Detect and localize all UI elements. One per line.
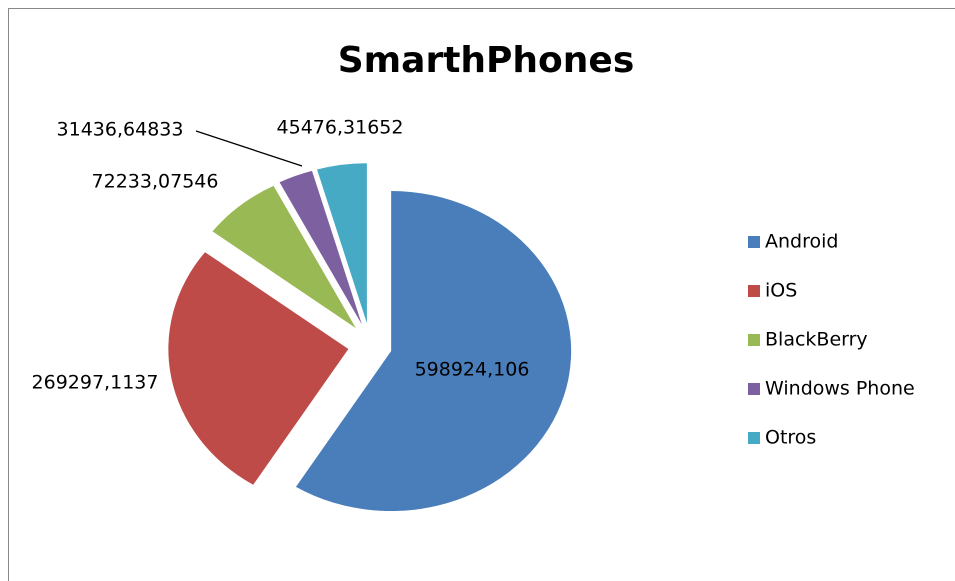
legend-swatch <box>748 236 760 248</box>
data-label: 31436,64833 <box>57 119 184 141</box>
data-label: 269297,1137 <box>32 372 159 394</box>
pie-slice <box>279 170 362 325</box>
pie-slice <box>317 163 367 324</box>
legend-swatch <box>748 432 760 444</box>
legend-label: Otros <box>765 427 816 449</box>
pie-slice <box>168 252 349 485</box>
legend-label: Android <box>765 231 838 253</box>
legend-swatch <box>748 383 760 395</box>
leader-line <box>195 130 303 167</box>
legend-label: BlackBerry <box>765 329 868 351</box>
pie-slice <box>295 191 572 512</box>
legend-swatch <box>748 285 760 297</box>
data-label: 72233,07546 <box>92 171 219 193</box>
data-label: 45476,31652 <box>277 117 404 139</box>
data-label: 598924,106 <box>415 359 530 381</box>
legend-swatch <box>748 334 760 346</box>
pie-slice <box>212 185 356 329</box>
legend-label: Windows Phone <box>765 378 915 400</box>
legend-label: iOS <box>765 280 797 302</box>
chart-title: SmarthPhones <box>338 40 635 81</box>
